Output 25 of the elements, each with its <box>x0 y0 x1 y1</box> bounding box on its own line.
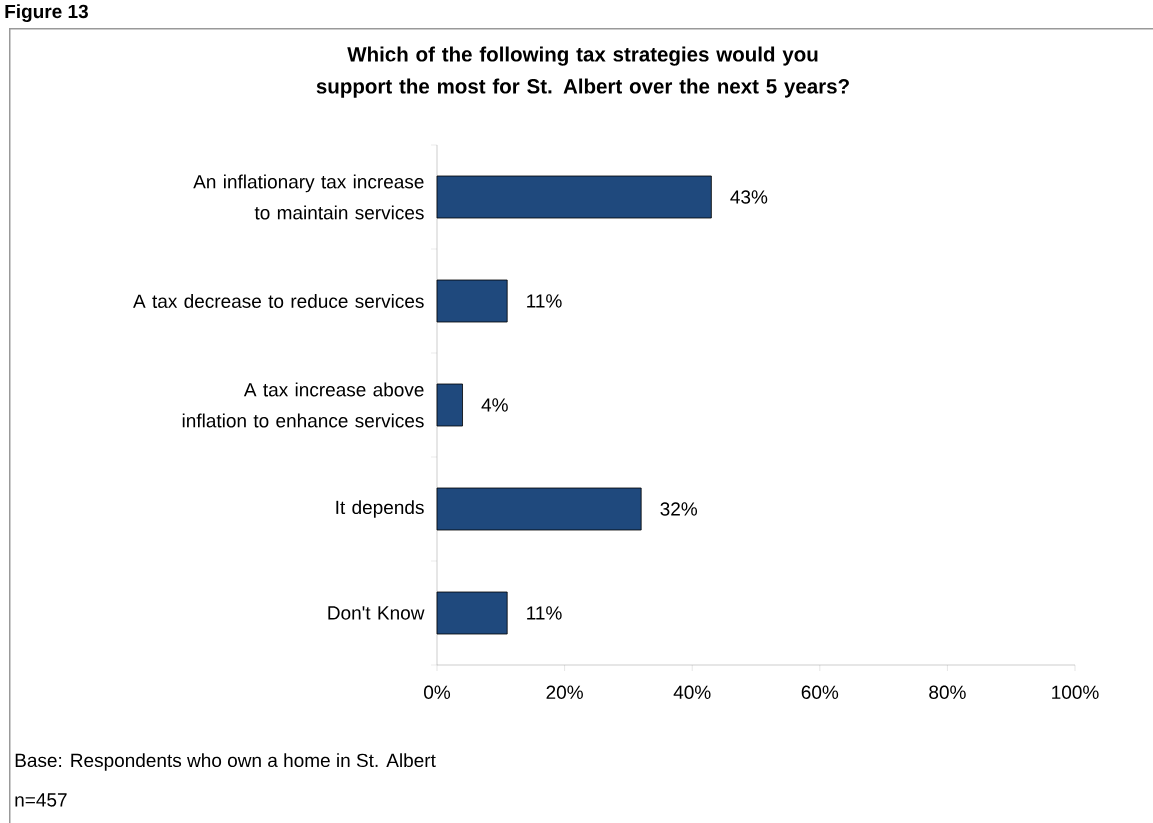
bar <box>436 175 712 219</box>
data-label: 32% <box>660 502 698 516</box>
x-tick-label: 40% <box>673 685 711 699</box>
data-label: 4% <box>481 398 508 412</box>
caption: Figure 13 <box>5 4 88 22</box>
y-tick-label: It depends <box>336 500 424 518</box>
y-tick-label: A tax increase above inflation to enhance services <box>182 382 424 428</box>
data-label: 43% <box>730 190 768 204</box>
x-tick-label: 0% <box>424 685 451 699</box>
x-tick-label: 100% <box>1052 685 1099 699</box>
bar <box>436 383 463 427</box>
data-label: 11% <box>527 294 562 308</box>
x-tick-label: 20% <box>546 685 583 699</box>
data-label: 11% <box>527 606 562 620</box>
x-tick-label: 80% <box>929 685 966 699</box>
text: Base: Respondents who own a home in St. Albert <box>15 753 436 771</box>
bar <box>436 591 508 635</box>
y-tick-label: An inflationary tax increase to maintain services <box>193 174 424 220</box>
chart-title: Which of the following tax strategies would you support the most for St. Albert over the next 5 years? <box>316 46 849 98</box>
bar <box>436 279 508 323</box>
y-tick-label: A tax decrease to reduce services <box>133 294 424 308</box>
bar <box>436 487 642 531</box>
text: n=457 <box>15 793 67 807</box>
x-tick-label: 60% <box>801 685 839 699</box>
y-tick-label: Don't Know <box>328 606 425 620</box>
